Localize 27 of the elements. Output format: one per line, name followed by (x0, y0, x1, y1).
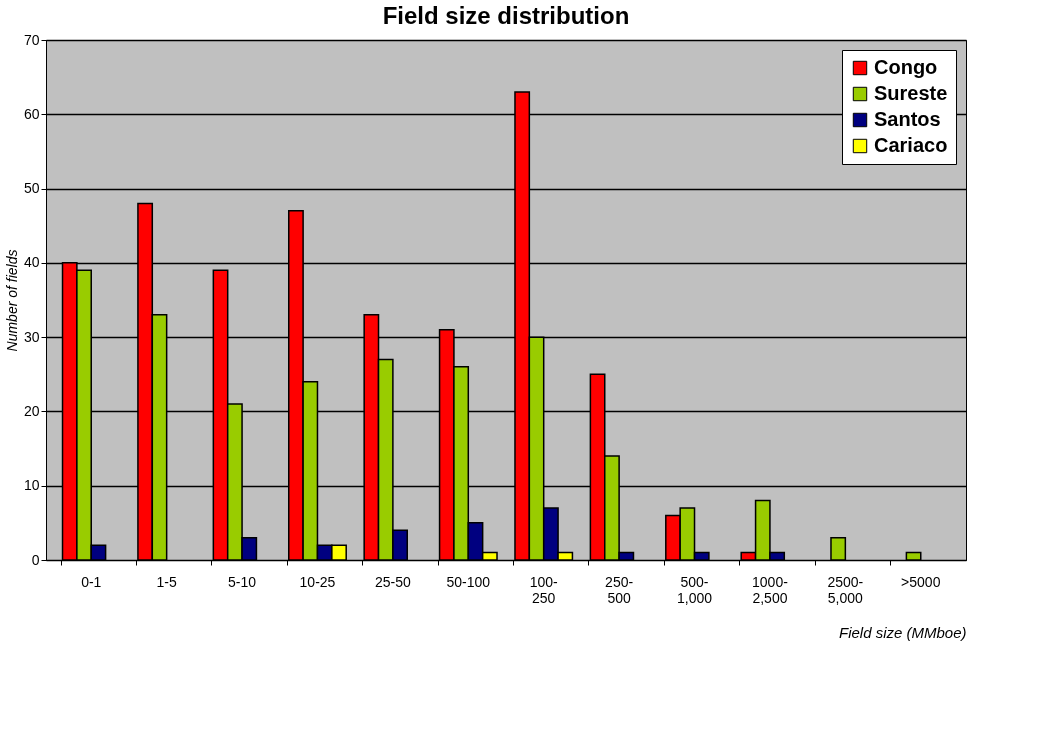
x-tick-label: 0-1 (81, 573, 102, 590)
y-tick-label: 30 (23, 328, 40, 345)
y-tick-label: 0 (31, 551, 40, 568)
legend-label: Cariaco (874, 134, 948, 156)
legend-label: Congo (874, 56, 938, 78)
x-tick-label: >5000 (901, 573, 941, 590)
y-tick-label: 70 (23, 31, 40, 48)
y-tick-label: 60 (23, 105, 40, 122)
y-tick-label: 40 (23, 254, 40, 271)
legend-label: Sureste (874, 82, 948, 104)
x-tick-label: 25-50 (374, 573, 411, 590)
x-tick-label: 100- 250 (529, 573, 559, 606)
legend-label: Santos (874, 108, 941, 130)
x-tick-label: 500- 1,000 (677, 573, 713, 606)
chart-title: Field size distribution (382, 2, 630, 29)
x-axis-title: Field size (MMboe) (838, 623, 967, 641)
x-tick-label: 1-5 (156, 573, 177, 590)
x-tick-label: 50-100 (446, 573, 491, 590)
x-tick-label: 2500- 5,000 (827, 573, 864, 606)
y-tick-label: 20 (23, 402, 40, 419)
x-tick-label: 10-25 (299, 573, 336, 590)
x-tick-label: 250- 500 (605, 573, 634, 606)
x-tick-label: 5-10 (228, 573, 257, 590)
y-tick-label: 50 (23, 180, 40, 197)
y-axis-title: Number of fields (3, 249, 20, 352)
y-tick-label: 10 (23, 477, 40, 494)
x-tick-label: 1000- 2,500 (752, 573, 789, 606)
